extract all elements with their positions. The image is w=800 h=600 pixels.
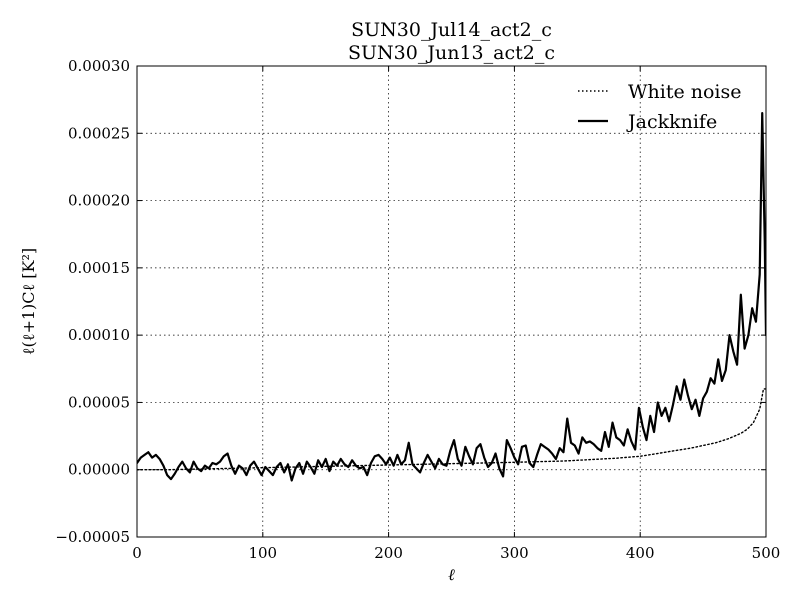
x-tick-label-5: 500 — [752, 544, 781, 562]
y-tick-label-6: 0.00025 — [68, 124, 130, 142]
y-tick-label-5: 0.00020 — [68, 192, 130, 210]
y-tick-label-4: 0.00015 — [68, 259, 130, 277]
x-tick-label-2: 200 — [374, 544, 403, 562]
legend-label-jackknife: Jackknife — [626, 111, 717, 133]
y-axis-label: ℓ(ℓ+1)Cℓ [K²] — [19, 248, 38, 355]
legend: White noise Jackknife — [578, 81, 742, 133]
y-tick-label-1: 0.00000 — [68, 461, 130, 479]
title-line-1: SUN30_Jul14_act2_c — [351, 19, 552, 41]
x-tick-label-3: 300 — [500, 544, 529, 562]
y-tick-label-3: 0.00010 — [68, 326, 130, 344]
y-tick-label-0: −0.00005 — [55, 528, 130, 546]
title-line-2: SUN30_Jun13_act2_c — [348, 42, 555, 64]
legend-label-white-noise: White noise — [628, 81, 742, 103]
series-line-jackknife — [137, 112, 766, 482]
x-axis-label: ℓ — [448, 565, 455, 584]
series-line-white-noise — [137, 388, 766, 471]
x-tick-label-4: 400 — [626, 544, 655, 562]
axis-labels: ℓ ℓ(ℓ+1)Cℓ [K²] — [19, 248, 455, 584]
y-tick-label-2: 0.00005 — [68, 393, 130, 411]
x-tick-label-0: 0 — [132, 544, 142, 562]
axis-ticks: 0 100 200 300 400 500 −0.00005 0.00000 0.00005 0.… — [55, 57, 780, 562]
y-tick-label-7: 0.00030 — [68, 57, 130, 75]
series-lines — [137, 112, 766, 482]
x-tick-label-1: 100 — [248, 544, 277, 562]
plot-frame — [136, 65, 767, 538]
